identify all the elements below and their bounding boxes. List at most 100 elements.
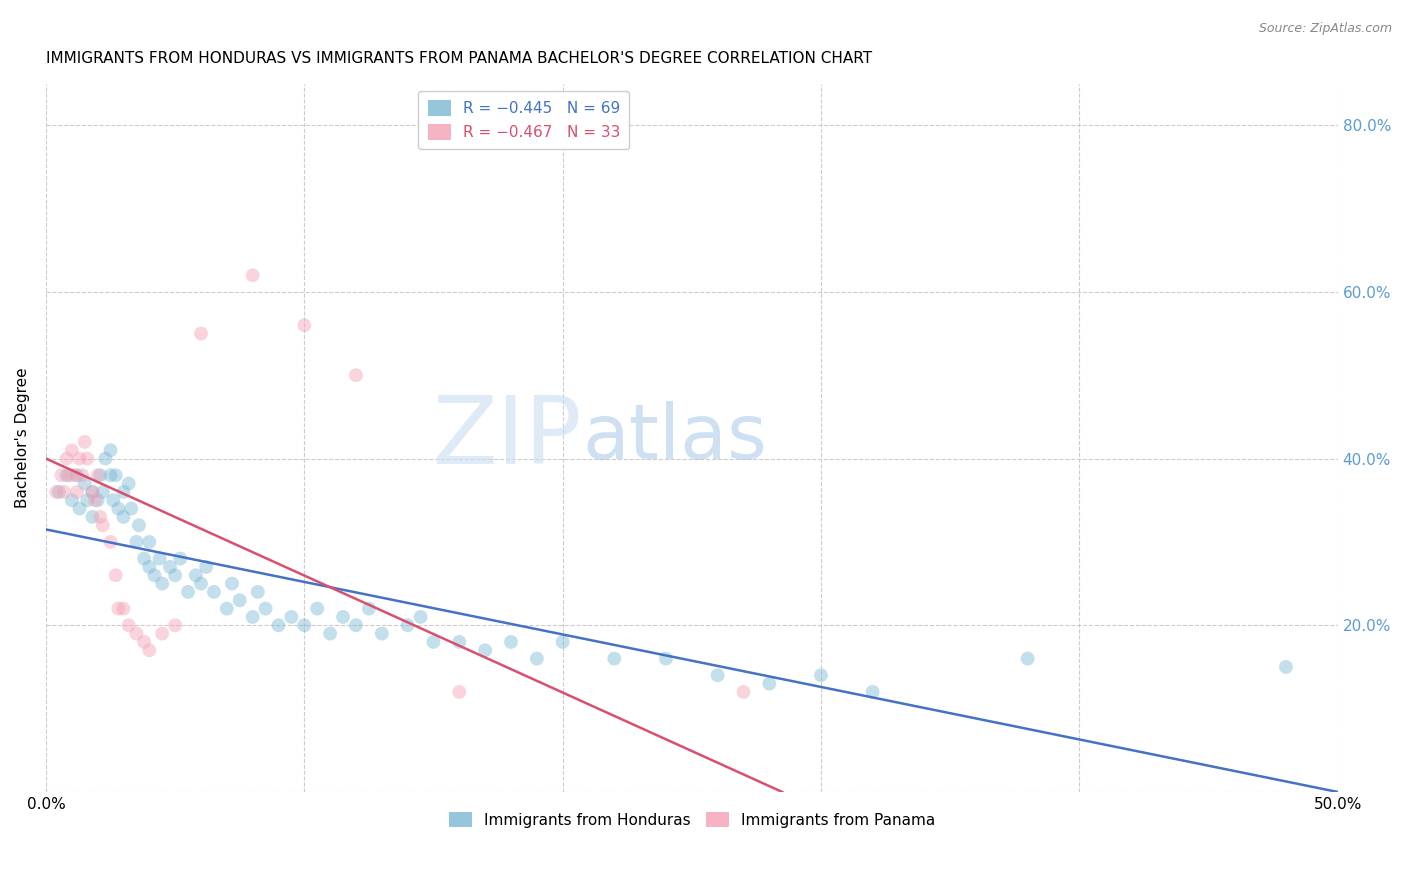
Point (307, 601, 329, 615)
Point (169, 551, 191, 566)
Point (143, 568, 166, 582)
Point (101, 493, 124, 508)
Point (66, 484, 89, 499)
Legend: Immigrants from Honduras, Immigrants from Panama: Immigrants from Honduras, Immigrants fro… (443, 805, 941, 834)
Point (499, 635, 522, 649)
Point (228, 593, 250, 607)
Point (332, 610, 354, 624)
Point (655, 651, 678, 665)
Point (73, 476, 96, 491)
Point (422, 635, 444, 649)
Point (55, 451, 77, 466)
Point (60, 443, 83, 458)
Point (526, 651, 548, 665)
Point (706, 668, 728, 682)
Point (254, 601, 277, 615)
Point (94, 451, 117, 466)
Point (104, 568, 127, 582)
Point (112, 484, 135, 499)
Point (100, 468, 122, 483)
Point (150, 626, 173, 640)
Text: Source: ZipAtlas.com: Source: ZipAtlas.com (1258, 22, 1392, 36)
Point (449, 685, 471, 699)
Point (319, 626, 342, 640)
Point (409, 610, 432, 624)
Point (371, 626, 394, 640)
Point (150, 576, 173, 591)
Text: atlas: atlas (582, 401, 766, 475)
Point (82, 484, 104, 499)
Point (449, 635, 471, 649)
Point (125, 535, 148, 549)
Point (82, 484, 104, 499)
Point (125, 626, 148, 640)
Point (134, 635, 156, 649)
Point (63, 468, 86, 483)
Point (51, 468, 73, 483)
Point (202, 585, 225, 599)
Point (138, 560, 160, 574)
Point (104, 468, 127, 483)
Point (84, 493, 107, 508)
Point (70, 468, 93, 483)
Point (357, 601, 380, 615)
Point (66, 468, 89, 483)
Point (86, 493, 108, 508)
Point (53, 484, 76, 499)
Point (134, 551, 156, 566)
Point (190, 576, 212, 591)
Point (86, 468, 108, 483)
Point (76, 493, 98, 508)
Point (810, 668, 832, 682)
Point (100, 443, 122, 458)
Point (474, 643, 496, 657)
Point (165, 618, 187, 632)
Point (242, 268, 264, 283)
Point (107, 601, 129, 615)
Point (221, 576, 243, 591)
Point (396, 618, 419, 632)
Point (112, 510, 135, 524)
Point (48, 484, 70, 499)
Point (1275, 660, 1298, 674)
Point (138, 643, 160, 657)
Point (292, 318, 315, 333)
Point (177, 585, 200, 599)
Point (165, 568, 187, 582)
Point (862, 685, 884, 699)
Point (55, 468, 77, 483)
Point (73, 434, 96, 449)
Point (242, 610, 264, 624)
Point (190, 326, 212, 341)
Point (117, 618, 139, 632)
Point (758, 676, 780, 690)
Point (107, 501, 129, 516)
Point (280, 610, 302, 624)
Point (344, 618, 367, 632)
Point (76, 451, 98, 466)
Point (195, 560, 218, 574)
Point (551, 635, 574, 649)
Point (138, 535, 160, 549)
Point (292, 618, 315, 632)
Point (159, 560, 181, 574)
Point (215, 601, 238, 615)
Point (91, 484, 114, 499)
Point (344, 368, 367, 383)
Point (91, 518, 114, 533)
Point (60, 493, 83, 508)
Point (128, 518, 150, 533)
Point (120, 501, 142, 516)
Point (267, 618, 290, 632)
Point (69, 451, 91, 466)
Point (603, 651, 626, 665)
Text: ZIP: ZIP (433, 392, 582, 483)
Y-axis label: Bachelor's Degree: Bachelor's Degree (15, 368, 30, 508)
Point (149, 551, 172, 566)
Point (89, 468, 111, 483)
Point (100, 535, 122, 549)
Point (112, 601, 135, 615)
Point (45, 484, 67, 499)
Point (58, 468, 80, 483)
Text: IMMIGRANTS FROM HONDURAS VS IMMIGRANTS FROM PANAMA BACHELOR'S DEGREE CORRELATION: IMMIGRANTS FROM HONDURAS VS IMMIGRANTS F… (46, 51, 872, 66)
